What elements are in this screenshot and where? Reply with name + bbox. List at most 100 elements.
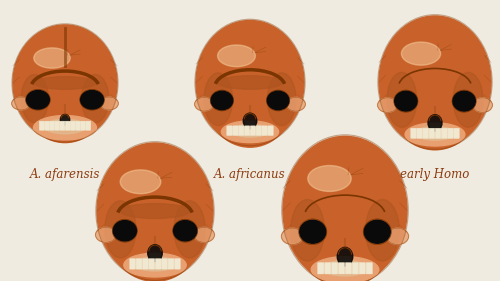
Ellipse shape [308, 166, 351, 191]
Ellipse shape [23, 55, 107, 143]
Ellipse shape [34, 48, 70, 68]
FancyBboxPatch shape [227, 126, 232, 135]
FancyBboxPatch shape [232, 126, 238, 135]
Ellipse shape [282, 228, 303, 244]
FancyBboxPatch shape [268, 126, 273, 135]
Ellipse shape [211, 91, 233, 110]
FancyBboxPatch shape [55, 121, 60, 130]
FancyBboxPatch shape [40, 121, 44, 130]
Ellipse shape [293, 174, 397, 281]
Ellipse shape [218, 76, 282, 89]
Ellipse shape [402, 42, 440, 65]
FancyBboxPatch shape [50, 121, 54, 130]
Ellipse shape [290, 200, 324, 261]
FancyBboxPatch shape [250, 126, 256, 135]
Ellipse shape [107, 177, 203, 281]
Ellipse shape [453, 91, 475, 111]
Ellipse shape [134, 257, 175, 271]
Ellipse shape [387, 72, 417, 127]
Ellipse shape [416, 126, 455, 140]
FancyBboxPatch shape [86, 121, 90, 130]
FancyBboxPatch shape [65, 121, 70, 130]
FancyBboxPatch shape [168, 259, 174, 269]
Ellipse shape [379, 16, 491, 148]
FancyBboxPatch shape [76, 121, 80, 130]
Text: A. afarensis: A. afarensis [30, 168, 100, 181]
FancyBboxPatch shape [262, 126, 268, 135]
FancyBboxPatch shape [256, 126, 262, 135]
FancyBboxPatch shape [338, 263, 344, 274]
Ellipse shape [80, 90, 104, 109]
Text: early Homo: early Homo [400, 168, 469, 181]
Ellipse shape [21, 74, 48, 123]
Ellipse shape [44, 119, 86, 134]
FancyBboxPatch shape [332, 263, 338, 274]
Ellipse shape [194, 227, 214, 242]
Ellipse shape [364, 220, 390, 243]
Ellipse shape [300, 220, 326, 243]
Ellipse shape [148, 245, 162, 262]
Ellipse shape [13, 25, 117, 141]
FancyBboxPatch shape [318, 263, 324, 274]
FancyBboxPatch shape [156, 259, 161, 269]
Ellipse shape [12, 97, 30, 110]
Ellipse shape [311, 257, 379, 281]
FancyBboxPatch shape [324, 263, 331, 274]
Ellipse shape [394, 91, 417, 111]
Ellipse shape [286, 97, 306, 111]
Ellipse shape [96, 227, 116, 242]
Ellipse shape [194, 97, 214, 111]
FancyBboxPatch shape [429, 128, 435, 139]
FancyBboxPatch shape [162, 259, 168, 269]
Ellipse shape [82, 74, 109, 123]
Ellipse shape [222, 121, 278, 143]
FancyBboxPatch shape [244, 126, 250, 135]
Ellipse shape [283, 136, 407, 281]
Ellipse shape [387, 228, 408, 244]
FancyBboxPatch shape [366, 263, 372, 274]
Ellipse shape [453, 72, 483, 127]
Ellipse shape [60, 114, 70, 125]
Ellipse shape [218, 45, 256, 67]
Ellipse shape [100, 97, 118, 110]
Ellipse shape [34, 115, 96, 140]
FancyBboxPatch shape [352, 263, 358, 274]
FancyBboxPatch shape [442, 128, 447, 139]
Ellipse shape [113, 221, 136, 241]
FancyBboxPatch shape [70, 121, 75, 130]
FancyBboxPatch shape [346, 263, 352, 274]
FancyBboxPatch shape [149, 259, 154, 269]
FancyBboxPatch shape [174, 259, 180, 269]
FancyBboxPatch shape [410, 128, 416, 139]
Ellipse shape [243, 113, 257, 129]
FancyBboxPatch shape [435, 128, 441, 139]
Ellipse shape [366, 200, 400, 261]
FancyBboxPatch shape [448, 128, 453, 139]
Text: A. africanus: A. africanus [214, 168, 286, 181]
Ellipse shape [105, 201, 136, 258]
Ellipse shape [174, 201, 205, 258]
Ellipse shape [323, 260, 367, 276]
Ellipse shape [473, 98, 492, 112]
Ellipse shape [26, 90, 50, 109]
FancyBboxPatch shape [130, 259, 136, 269]
FancyBboxPatch shape [60, 121, 65, 130]
FancyBboxPatch shape [238, 126, 244, 135]
Ellipse shape [196, 21, 304, 144]
FancyBboxPatch shape [44, 121, 50, 130]
Ellipse shape [378, 98, 397, 112]
Ellipse shape [120, 170, 161, 194]
Ellipse shape [206, 51, 294, 147]
Ellipse shape [97, 143, 213, 279]
FancyBboxPatch shape [80, 121, 86, 130]
FancyBboxPatch shape [359, 263, 366, 274]
FancyBboxPatch shape [142, 259, 148, 269]
FancyBboxPatch shape [454, 128, 460, 139]
FancyBboxPatch shape [417, 128, 422, 139]
Ellipse shape [389, 50, 481, 150]
Ellipse shape [268, 73, 296, 126]
FancyBboxPatch shape [136, 259, 142, 269]
Ellipse shape [232, 124, 268, 137]
Ellipse shape [204, 73, 233, 126]
Ellipse shape [174, 221, 197, 241]
